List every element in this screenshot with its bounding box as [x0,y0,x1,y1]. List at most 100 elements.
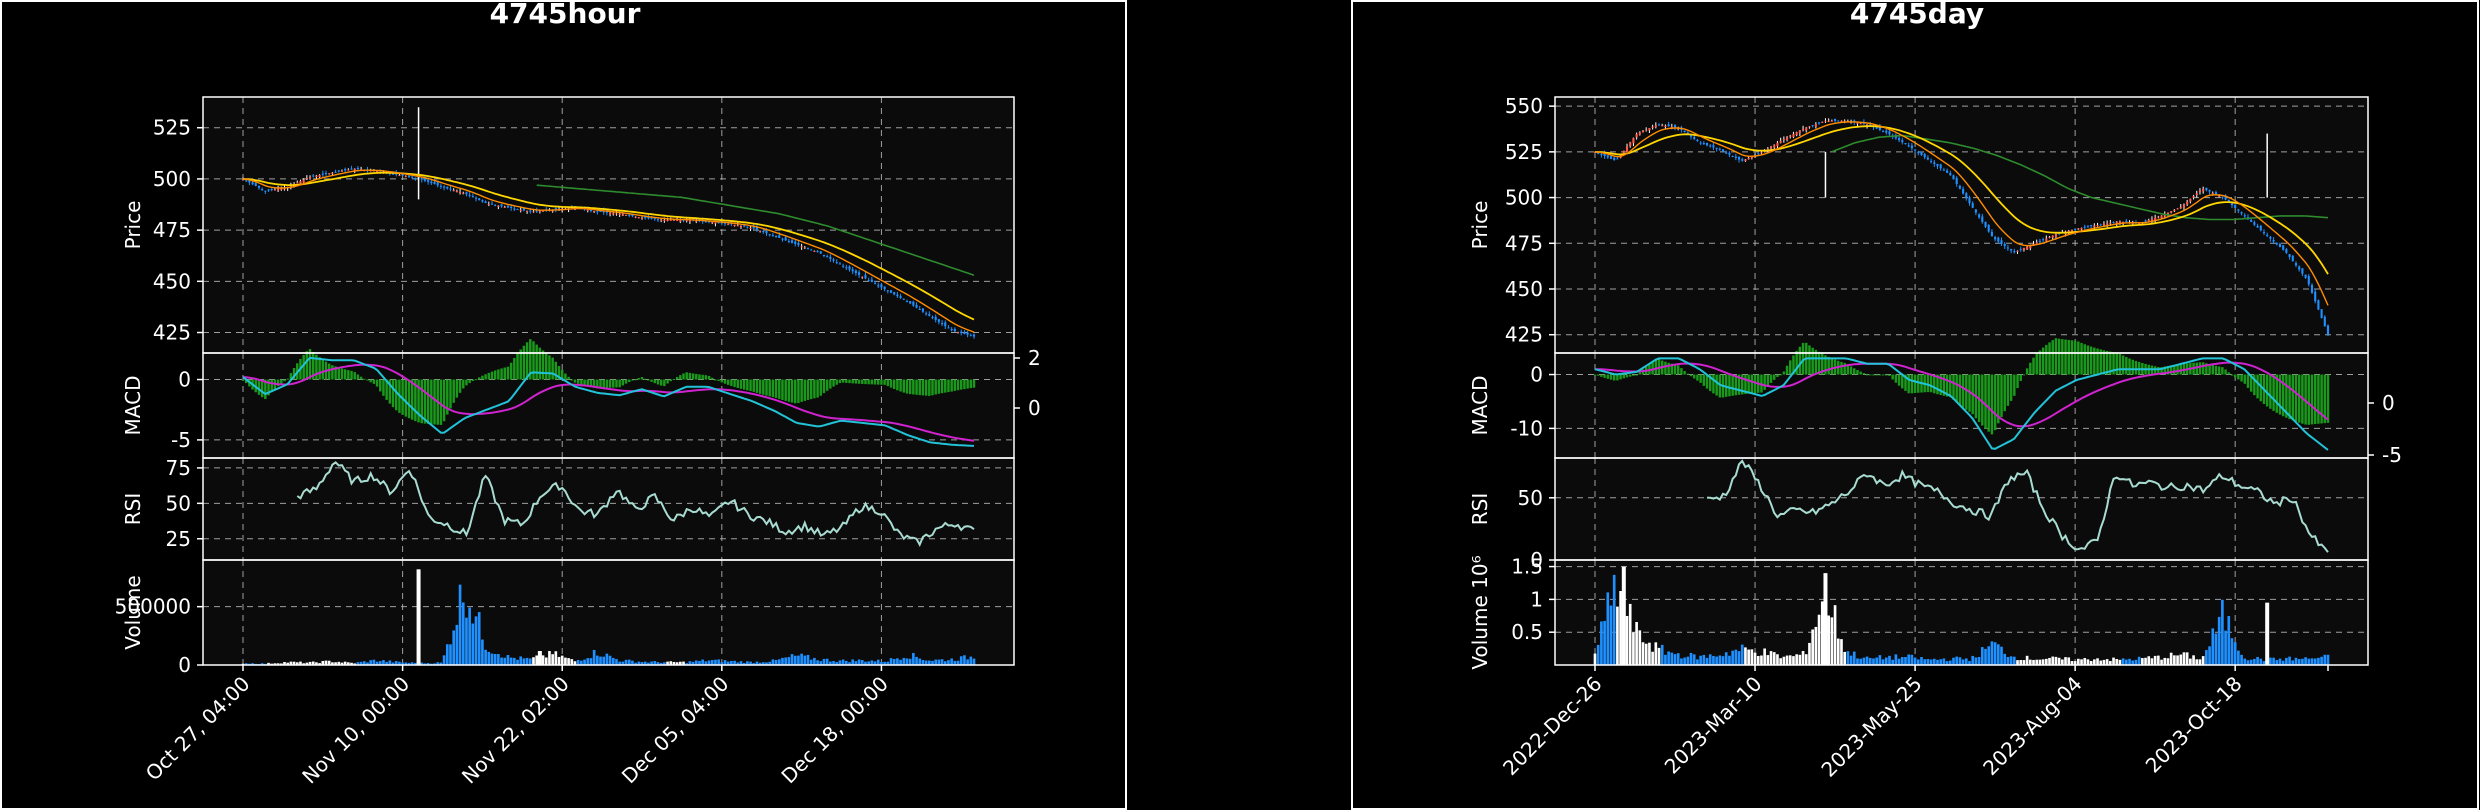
volume-bar [573,661,577,665]
candle-body [1875,127,1878,129]
volume-bar [2054,656,2058,665]
candle-body [1981,216,1984,223]
candle-body [1824,120,1827,122]
price-y-tick-label: 450 [1505,277,1543,301]
macd-histogram-bar [545,353,548,380]
candle-body [324,173,328,175]
price-ma-slow-line [536,184,975,276]
candle-body [372,170,375,172]
candle-body [2122,221,2125,223]
volume-bar [528,658,532,665]
volume-bar [1840,639,1843,665]
left-figure-border [0,0,1127,810]
price-y-tick-label: 425 [1505,323,1543,347]
candle-body [391,173,395,175]
volume-bar [468,607,471,665]
macd-histogram-bar [1843,362,1846,375]
macd-histogram-bar [1696,374,1699,381]
volume-bar [1827,615,1830,665]
macd-histogram-bar [576,379,580,384]
candle-body [423,178,427,181]
macd-histogram-bar [921,379,925,396]
macd-histogram-bar [2326,374,2330,423]
candle-body [800,246,803,248]
candle-body [1769,146,1773,149]
macd-histogram-bar [1926,374,1930,393]
candle-body [2006,247,2009,249]
macd-histogram-bar [937,379,941,394]
macd-histogram-bar [899,379,902,392]
macd-histogram-bar [493,370,497,380]
candle-body [2314,291,2317,302]
volume-bar [2105,659,2109,665]
macd-histogram-bar [2288,374,2291,420]
macd-axis-label: MACD [121,376,145,436]
candle-body [1821,121,1824,123]
macd-histogram-bar [742,379,746,390]
price-ma-fast-line [242,171,975,321]
macd-histogram-bar [790,379,794,403]
macd-histogram-bar [966,379,969,389]
macd-histogram-bar [1734,374,1738,396]
macd-histogram-bar [462,379,465,389]
volume-bar [2304,657,2307,665]
volume-bar [340,662,344,665]
price-panel-bg [1555,97,2368,353]
macd-histogram-bar [1846,364,1850,375]
volume-bar [720,662,724,665]
candle-body [2304,274,2307,278]
volume-bar [2256,656,2259,665]
candle-body [972,334,976,337]
candle-body [909,301,912,304]
candle-body [765,231,768,234]
macd-histogram-bar [551,357,554,380]
macd-histogram-bar [410,379,414,420]
volume-bar [1920,657,1923,665]
volume-bar [471,623,475,665]
macd-histogram-bar [1619,374,1622,380]
volume-bar [1632,632,1635,665]
candle-body [1926,157,1929,160]
volume-bar [1660,644,1664,665]
volume-bar [972,658,976,665]
volume-bar [2233,642,2237,665]
candle-body [433,181,436,185]
macd-histogram-bar [2057,338,2061,375]
macd-histogram-bar [583,379,586,386]
volume-bar [1769,651,1773,665]
macd-histogram-bar [580,379,583,385]
macd-histogram-bar [2233,374,2237,378]
candle-body [1785,137,1789,140]
candle-body [2086,225,2089,227]
macd-histogram-bar [2310,374,2314,425]
candle-body [905,300,909,302]
macd-histogram-bar [404,379,408,417]
rsi-y-tick-label: 0 [1530,548,1543,572]
volume-bar [347,662,350,665]
volume-bar [864,661,867,665]
candle-body [634,216,637,218]
macd-histogram-bar [592,379,596,388]
macd-histogram-bar [1961,374,1965,408]
macd-histogram-bar [672,378,676,380]
macd-histogram-bar [1779,374,1782,376]
macd-histogram-bar [1929,374,1933,393]
macd-histogram-bar [369,379,372,383]
candle-body [2275,242,2278,245]
macd-histogram-bar [1785,365,1789,375]
macd-histogram-bar [752,379,755,392]
macd-histogram-bar [628,379,631,383]
macd-histogram-bar [746,379,749,391]
volume-bar-spike [1621,566,1626,665]
candle-body [2243,215,2246,217]
candle-body [267,189,270,191]
macd-histogram-bar [407,379,411,419]
macd-histogram-bar [720,379,724,383]
candle-body [2179,206,2182,209]
volume-bar [2012,656,2016,665]
candle-body [2051,235,2054,238]
macd-histogram-bar [1808,345,1811,375]
macd-right-tick-label: -5 [2382,443,2402,467]
volume-bar [787,657,791,665]
volume-bar [2237,650,2240,665]
